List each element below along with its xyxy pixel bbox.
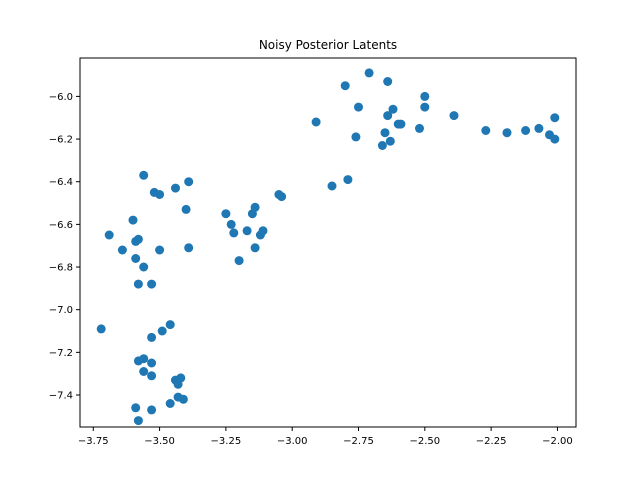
data-point <box>420 91 430 101</box>
data-point <box>104 230 114 240</box>
data-point <box>155 190 165 199</box>
plot-frame <box>79 57 577 428</box>
data-point <box>354 102 363 112</box>
data-point <box>242 226 252 236</box>
y-tick-label: −6.0 <box>49 92 73 103</box>
data-point <box>380 128 390 138</box>
x-tick-label: −2.25 <box>476 436 507 447</box>
y-tick-label: −6.2 <box>49 135 73 146</box>
data-point <box>234 256 244 266</box>
points-layer <box>96 68 560 426</box>
data-point <box>388 104 398 114</box>
data-point <box>229 228 239 238</box>
data-point <box>165 320 175 330</box>
data-point <box>117 245 127 255</box>
y-tick-label: −7.2 <box>49 348 73 359</box>
data-point <box>226 219 236 229</box>
data-point <box>502 128 512 138</box>
data-point <box>420 102 430 112</box>
data-point <box>181 204 191 214</box>
y-tick-label: −6.4 <box>49 177 73 188</box>
data-point <box>383 111 393 121</box>
x-tick-label: −2.00 <box>542 436 573 447</box>
data-point <box>147 358 157 368</box>
y-tick-label: −6.8 <box>49 263 73 274</box>
data-point <box>481 126 491 135</box>
data-point <box>311 117 321 127</box>
data-point <box>258 226 268 236</box>
data-point <box>139 354 149 364</box>
data-point <box>147 405 157 415</box>
data-point <box>521 126 531 135</box>
chart-title: Noisy Posterior Latents <box>259 38 397 52</box>
data-point <box>250 243 260 253</box>
data-point <box>415 123 424 133</box>
data-point <box>449 111 459 121</box>
data-point <box>147 332 157 342</box>
data-point <box>165 399 175 408</box>
data-point <box>221 209 231 219</box>
data-point <box>147 371 157 381</box>
data-point <box>377 141 387 150</box>
x-tick-label: −3.25 <box>211 436 242 447</box>
data-point <box>184 177 194 187</box>
data-point <box>277 192 287 202</box>
data-point <box>364 68 374 78</box>
data-point <box>139 170 149 180</box>
data-point <box>128 215 138 225</box>
axes-layer: −3.75 −3.50 −3.25 −3.00 −2.75 −2.50 −2.25 −2.00… <box>49 92 573 447</box>
data-point <box>534 123 544 133</box>
x-tick-label: −3.75 <box>78 436 109 447</box>
data-point <box>139 367 149 376</box>
data-point <box>396 119 406 129</box>
x-tick-label: −2.75 <box>343 436 374 447</box>
data-point <box>550 113 560 123</box>
data-point <box>139 262 149 272</box>
data-point <box>131 403 141 413</box>
data-point <box>385 136 395 146</box>
y-tick-label: −6.6 <box>49 220 73 231</box>
data-point <box>147 279 157 289</box>
x-tick-label: −3.00 <box>277 436 308 447</box>
data-point <box>327 181 337 191</box>
data-point <box>343 175 353 185</box>
data-point <box>131 254 141 263</box>
data-point <box>133 416 143 426</box>
data-point <box>133 234 143 244</box>
data-point <box>351 132 361 142</box>
data-point <box>550 134 560 144</box>
data-point <box>171 183 180 193</box>
data-point <box>133 279 143 289</box>
data-point <box>250 202 260 212</box>
data-point <box>96 324 106 334</box>
y-tick-label: −7.0 <box>49 305 73 316</box>
data-point <box>340 81 350 91</box>
data-point <box>176 373 186 383</box>
y-tick-label: −7.4 <box>49 391 73 402</box>
data-point <box>155 245 165 255</box>
x-tick-label: −3.50 <box>144 436 175 447</box>
data-point <box>383 77 393 86</box>
data-point <box>184 243 194 253</box>
data-point <box>157 326 167 336</box>
data-point <box>178 394 188 404</box>
x-tick-label: −2.50 <box>409 436 440 447</box>
